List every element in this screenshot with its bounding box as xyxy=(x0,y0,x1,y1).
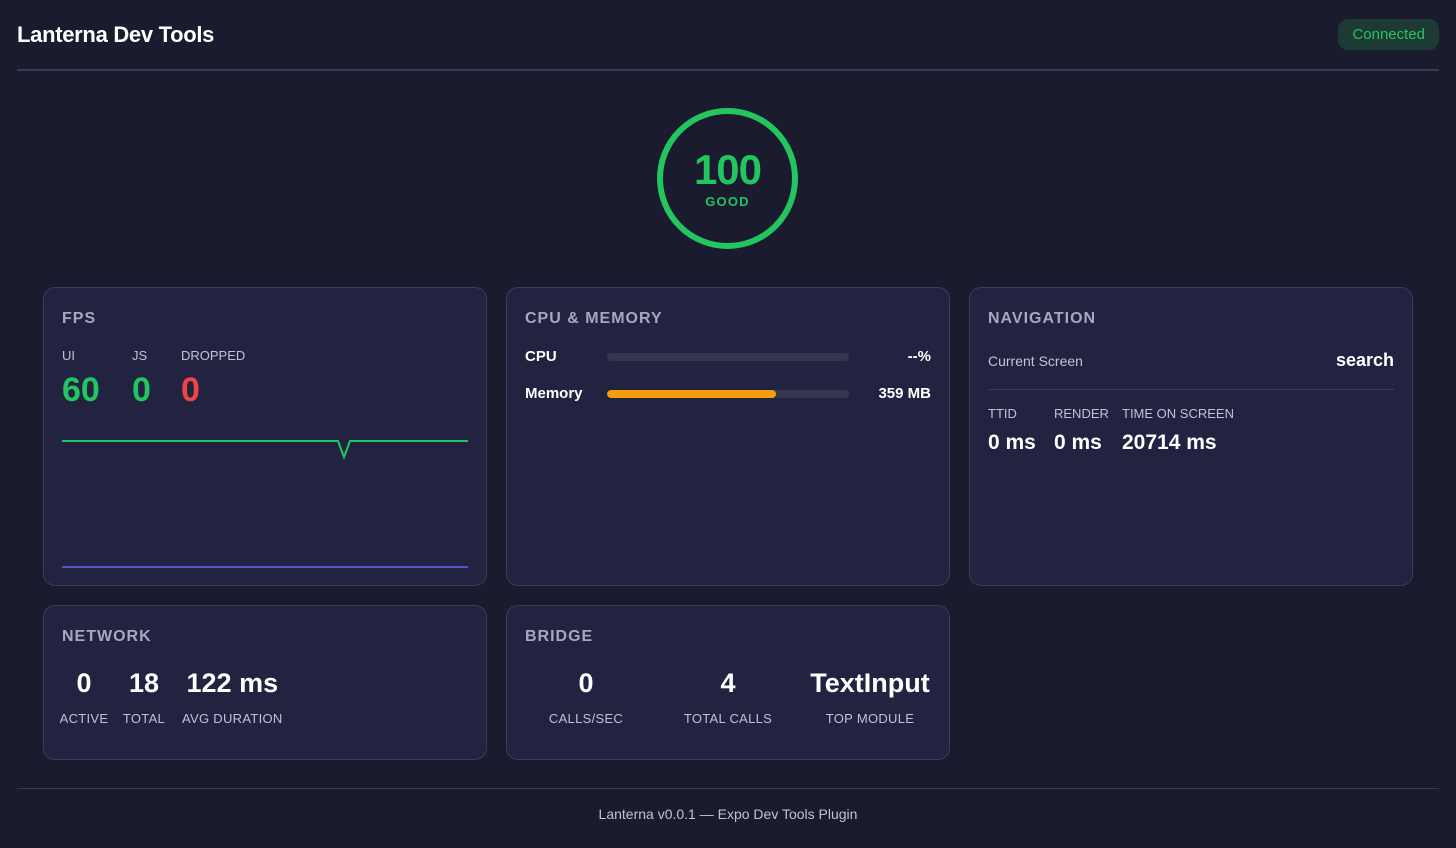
stat-label: TOTAL xyxy=(122,711,166,726)
metric-label: RENDER xyxy=(1054,406,1109,421)
stat-label: AVG DURATION xyxy=(182,711,283,726)
footer-text: Lanterna v0.0.1 — Expo Dev Tools Plugin xyxy=(598,806,858,822)
memory-bar xyxy=(607,389,849,398)
network-active-stat: 0 ACTIVE xyxy=(59,668,109,726)
bridge-calls-per-sec-stat: 0 CALLS/SEC xyxy=(525,668,647,726)
ttid-metric: TTID 0 ms xyxy=(988,406,1054,455)
fps-ui-label: UI xyxy=(62,348,75,363)
app-title: Lanterna Dev Tools xyxy=(17,21,215,47)
stat-value: 122 ms xyxy=(186,668,279,698)
current-screen-value: search xyxy=(1335,350,1394,370)
network-title: NETWORK xyxy=(62,628,152,645)
cpu-label: CPU xyxy=(525,348,557,365)
header: Lanterna Dev Tools Connected xyxy=(17,0,1439,71)
bridge-card: BRIDGE 0 CALLS/SEC 4 TOTAL CALLS TextInp… xyxy=(506,605,950,760)
navigation-metrics: TTID 0 ms RENDER 0 ms TIME ON SCREEN 207… xyxy=(988,406,1394,455)
fps-chart xyxy=(62,440,468,568)
metric-label: TTID xyxy=(988,406,1017,421)
fps-ui-value: 60 xyxy=(62,371,100,409)
cpu-memory-card: CPU & MEMORY CPU --% Memory 359 MB xyxy=(506,287,950,586)
performance-score-ring: 100 GOOD xyxy=(657,108,798,249)
time-on-screen-metric: TIME ON SCREEN 20714 ms xyxy=(1122,406,1234,455)
cpu-row: CPU --% xyxy=(525,348,931,365)
stat-label: TOTAL CALLS xyxy=(683,711,773,726)
stat-value: 4 xyxy=(720,668,736,698)
network-card: NETWORK 0 ACTIVE 18 TOTAL 122 ms AVG DUR… xyxy=(43,605,487,760)
metric-value: 20714 ms xyxy=(1122,431,1217,454)
bridge-total-calls-stat: 4 TOTAL CALLS xyxy=(667,668,789,726)
memory-bar-fill xyxy=(607,389,777,398)
fps-labels: UI JS DROPPED xyxy=(62,348,468,363)
fps-js-label: JS xyxy=(132,348,148,363)
stat-value: TextInput xyxy=(810,668,930,698)
cpu-value: --% xyxy=(907,348,931,365)
cpu-bar xyxy=(607,352,849,361)
fps-dropped-label: DROPPED xyxy=(181,348,246,363)
bridge-stats: 0 CALLS/SEC 4 TOTAL CALLS TextInput TOP … xyxy=(525,668,931,726)
connection-status-badge: Connected xyxy=(1338,19,1439,50)
current-screen-label: Current Screen xyxy=(988,352,1083,369)
navigation-title: NAVIGATION xyxy=(988,310,1097,327)
fps-card: FPS UI JS DROPPED 60 0 0 xyxy=(43,287,487,586)
metric-value: 0 ms xyxy=(1054,431,1102,454)
network-total-stat: 18 TOTAL xyxy=(122,668,166,726)
navigation-card: NAVIGATION Current Screen search TTID 0 … xyxy=(969,287,1413,586)
fps-js-value: 0 xyxy=(132,371,151,409)
network-avg-duration-stat: 122 ms AVG DURATION xyxy=(182,668,283,726)
stat-value: 18 xyxy=(128,668,160,698)
bridge-top-module-stat: TextInput TOP MODULE xyxy=(809,668,931,726)
fps-dropped-value: 0 xyxy=(181,371,200,409)
fps-title: FPS xyxy=(62,310,97,327)
fps-values: 60 0 0 xyxy=(62,371,468,410)
stat-label: TOP MODULE xyxy=(825,711,915,726)
stat-value: 0 xyxy=(578,668,594,698)
memory-label: Memory xyxy=(525,385,583,402)
stat-value: 0 xyxy=(76,668,92,698)
current-screen-row: Current Screen search xyxy=(988,350,1394,390)
memory-value: 359 MB xyxy=(878,385,931,402)
stat-label: CALLS/SEC xyxy=(548,711,624,726)
stat-label: ACTIVE xyxy=(59,711,109,726)
footer: Lanterna v0.0.1 — Expo Dev Tools Plugin xyxy=(17,788,1439,822)
metric-value: 0 ms xyxy=(988,431,1036,454)
cpu-memory-title: CPU & MEMORY xyxy=(525,310,663,327)
metric-label: TIME ON SCREEN xyxy=(1122,406,1234,421)
ui-fps-line xyxy=(62,440,468,460)
bridge-title: BRIDGE xyxy=(525,628,594,645)
memory-row: Memory 359 MB xyxy=(525,385,931,402)
score-label: GOOD xyxy=(705,194,750,209)
score-value: 100 xyxy=(693,146,762,193)
network-stats: 0 ACTIVE 18 TOTAL 122 ms AVG DURATION xyxy=(59,668,468,726)
render-metric: RENDER 0 ms xyxy=(1054,406,1122,455)
